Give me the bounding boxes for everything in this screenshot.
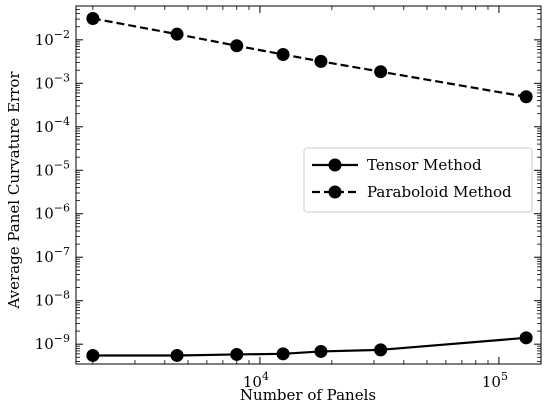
x-tick-label: 105	[482, 370, 508, 391]
tensor-method-point	[519, 331, 533, 345]
paraboloid-method-point	[374, 65, 388, 79]
y-tick-label: 10−3	[35, 71, 70, 92]
y-tick-label: 10−2	[35, 28, 70, 49]
y-axis-title: Average Panel Curvature Error	[5, 71, 23, 310]
x-axis-title: Number of Panels	[240, 386, 376, 404]
paraboloid-method-point	[230, 39, 244, 53]
y-tick-label: 10−7	[35, 245, 70, 266]
legend-box	[303, 147, 533, 213]
tensor-method-point	[170, 348, 184, 362]
legend-marker-paraboloid-method	[328, 185, 342, 199]
plot-frame	[75, 5, 542, 365]
paraboloid-method-point	[170, 27, 184, 41]
legend-label-paraboloid-method: Paraboloid Method	[367, 183, 512, 201]
y-tick-label: 10−9	[35, 332, 70, 353]
tensor-method-point	[230, 347, 244, 361]
tensor-method-point	[276, 347, 290, 361]
y-tick-label: 10−8	[35, 289, 70, 310]
legend-marker-tensor-method	[328, 158, 342, 172]
tensor-method-point	[374, 343, 388, 357]
tensor-method-line	[92, 336, 527, 357]
paraboloid-method-line	[92, 17, 527, 98]
y-tick-label: 10−4	[35, 115, 70, 136]
y-tick-label: 10−6	[35, 202, 70, 223]
paraboloid-method-point	[276, 47, 290, 61]
paraboloid-method-point	[314, 54, 328, 68]
tensor-method-point	[86, 348, 100, 362]
x-tick-label: 104	[243, 370, 269, 391]
tensor-method-point	[314, 344, 328, 358]
y-tick-label: 10−5	[35, 158, 70, 179]
legend-label-tensor-method: Tensor Method	[367, 156, 482, 174]
paraboloid-method-point	[519, 90, 533, 104]
legend: Tensor Method Paraboloid Method	[303, 147, 533, 213]
paraboloid-method-point	[86, 11, 100, 25]
